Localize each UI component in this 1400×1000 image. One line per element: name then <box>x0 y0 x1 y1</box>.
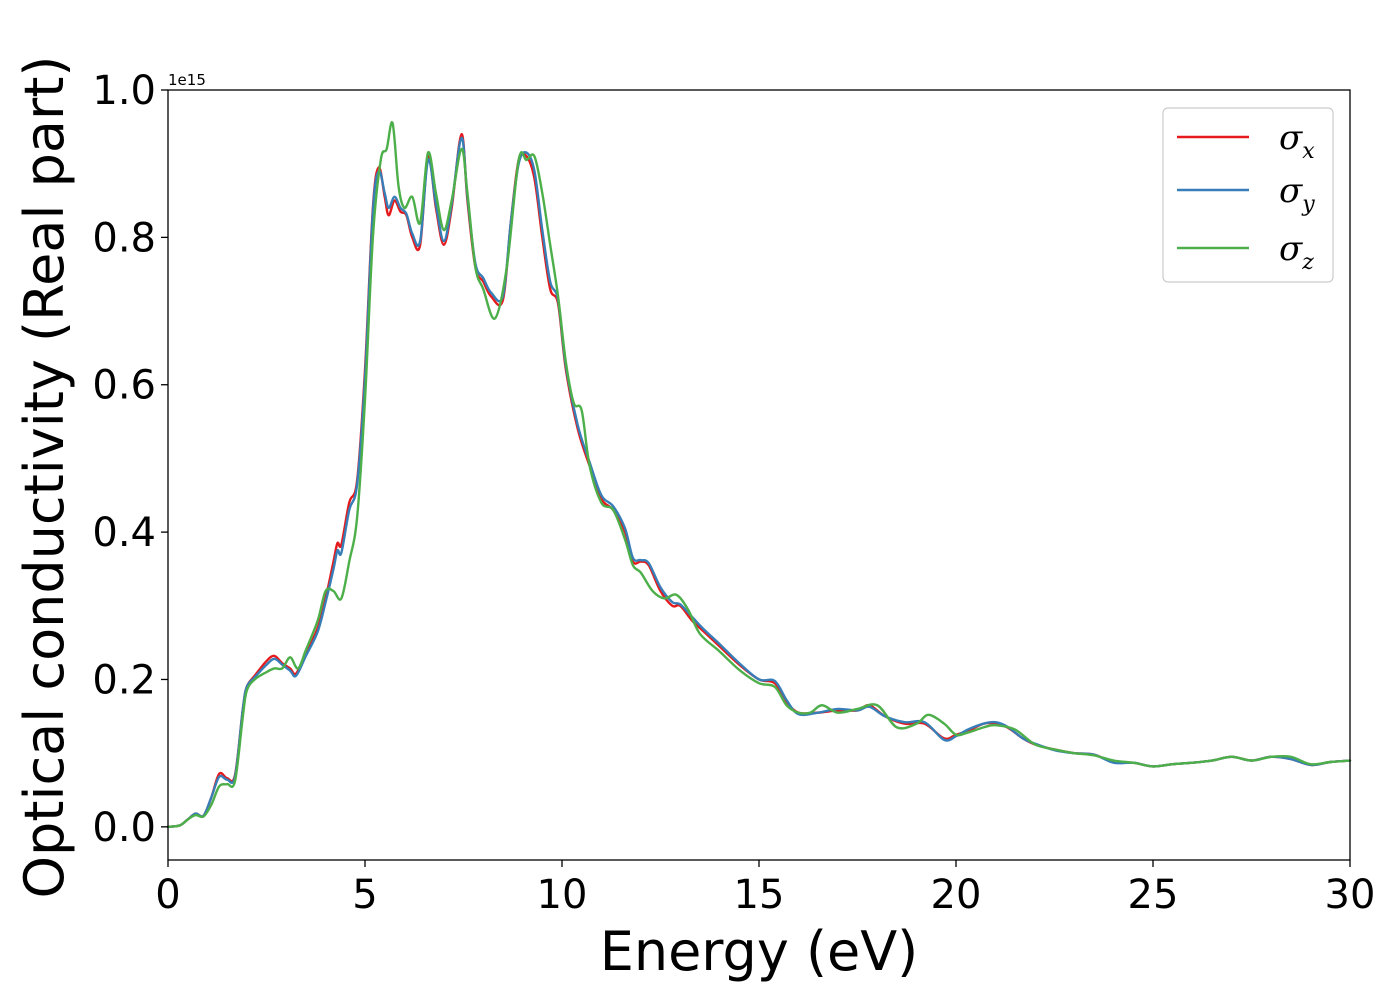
y-tick-label: 0.4 <box>92 510 156 556</box>
series-line-sigma-z <box>166 121 1352 829</box>
y-axis-ticks: 0.0 0.2 0.4 0.6 0.8 1.0 <box>92 68 168 851</box>
legend-box <box>1162 107 1334 283</box>
y-axis-label: Optical conductivity (Real part) <box>13 56 76 899</box>
x-tick-label: 10 <box>537 872 588 918</box>
x-tick-label: 20 <box>931 872 982 918</box>
y-tick-label: 0.6 <box>92 363 156 409</box>
y-tick-label: 0.0 <box>92 805 156 851</box>
x-axis-label: Energy (eV) <box>600 920 919 983</box>
y-tick-label: 1.0 <box>92 68 156 114</box>
series-line-sigma-y <box>166 136 1352 829</box>
x-tick-label: 0 <box>155 872 180 918</box>
x-axis-ticks: 0 5 10 15 20 25 30 <box>155 860 1375 918</box>
plot-lines <box>166 121 1352 829</box>
y-tick-label: 0.8 <box>92 215 156 261</box>
x-tick-label: 15 <box>734 872 785 918</box>
x-tick-label: 30 <box>1325 872 1376 918</box>
x-tick-label: 5 <box>352 872 377 918</box>
y-offset-label: 1e15 <box>168 71 206 89</box>
y-tick-label: 0.2 <box>92 657 156 703</box>
x-tick-label: 25 <box>1128 872 1179 918</box>
